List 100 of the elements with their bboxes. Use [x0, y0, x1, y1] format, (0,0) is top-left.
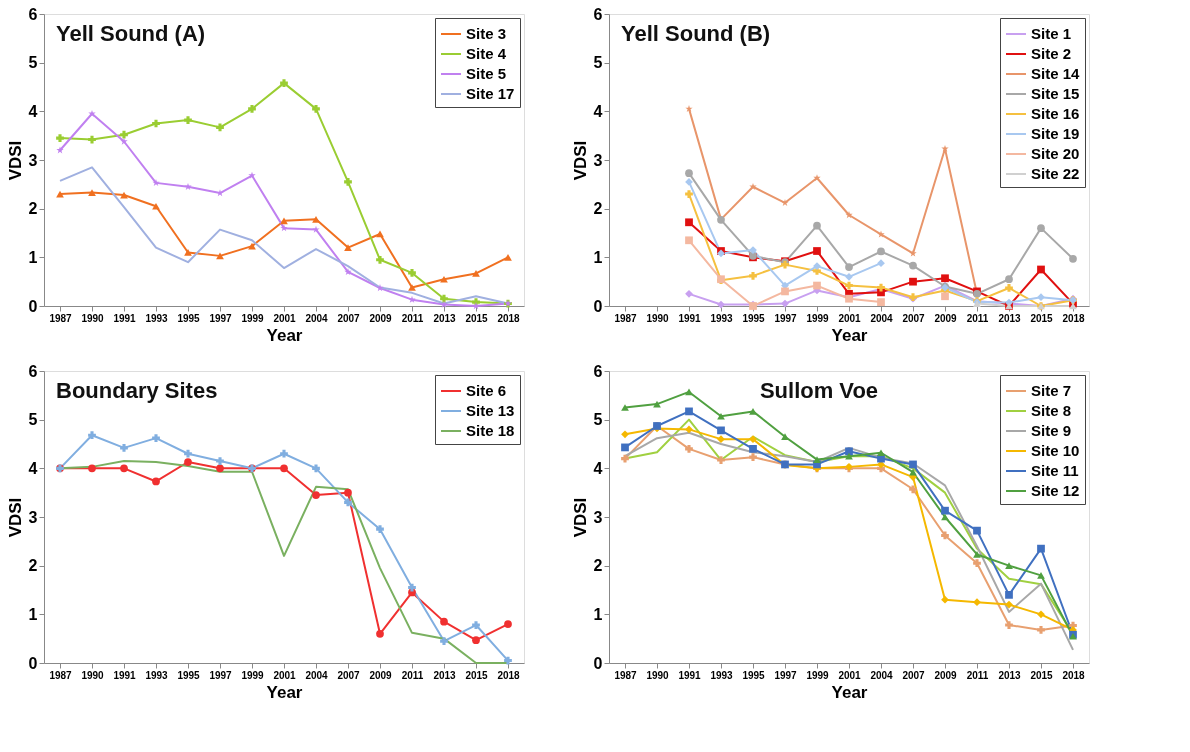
x-tick-label: 1995 [742, 669, 766, 681]
chart-title: Boundary Sites [56, 378, 218, 403]
x-tick-label: 2011 [966, 669, 989, 681]
x-tick-label: 1999 [806, 669, 830, 681]
x-tick-label: 1987 [49, 312, 73, 324]
y-tick-label: 5 [28, 54, 38, 72]
y-axis-title: VDSI [570, 497, 590, 538]
chart-title: Sullom Voe [759, 378, 879, 403]
x-tick-label: 2004 [305, 669, 329, 681]
chart-title: Yell Sound (A) [56, 21, 206, 46]
x-tick-label: 2001 [838, 669, 862, 681]
x-tick-label: 1997 [209, 312, 233, 324]
x-tick-label: 1997 [209, 669, 233, 681]
y-tick-label: 2 [28, 200, 38, 218]
legend-label: Site 8 [1031, 402, 1072, 419]
legend-label: Site 14 [1031, 65, 1081, 82]
x-tick-label: 1999 [241, 669, 265, 681]
x-axis-title: Year [266, 325, 303, 345]
x-tick-label: 2015 [1030, 312, 1054, 324]
y-tick-label: 0 [28, 654, 38, 672]
x-tick-label: 2018 [497, 669, 521, 681]
x-tick-label: 1993 [710, 312, 734, 324]
x-tick-label: 1990 [81, 312, 105, 324]
x-tick-label: 2004 [305, 312, 329, 324]
y-tick-label: 1 [28, 248, 38, 266]
x-tick-label: 2011 [401, 312, 424, 324]
x-tick-label: 1995 [177, 669, 201, 681]
y-tick-label: 3 [593, 151, 603, 169]
x-tick-label: 1991 [678, 669, 702, 681]
legend-label: Site 16 [1031, 105, 1080, 122]
x-tick-label: 2011 [401, 669, 424, 681]
legend-label: Site 12 [1031, 482, 1080, 499]
legend-label: Site 13 [466, 402, 515, 419]
x-tick-label: 1993 [710, 669, 734, 681]
y-tick-label: 2 [593, 557, 603, 575]
y-tick-label: 2 [593, 200, 603, 218]
legend-label: Site 5 [466, 65, 507, 82]
legend-label: Site 15 [1031, 85, 1080, 102]
x-tick-label: 2001 [273, 669, 297, 681]
y-tick-label: 0 [593, 654, 603, 672]
y-tick-label: 1 [593, 248, 603, 266]
x-tick-label: 2009 [934, 669, 958, 681]
legend-label: Site 9 [1031, 422, 1072, 439]
y-tick-label: 0 [28, 297, 38, 315]
x-tick-label: 2018 [497, 312, 521, 324]
x-tick-label: 1991 [113, 669, 137, 681]
y-axis-title: VDSI [5, 497, 25, 538]
legend-label: Site 4 [466, 45, 507, 62]
y-tick-label: 5 [593, 54, 603, 72]
x-tick-label: 1993 [145, 669, 169, 681]
y-tick-label: 2 [28, 557, 38, 575]
legend-label: Site 18 [466, 422, 515, 439]
x-tick-label: 1990 [646, 312, 670, 324]
x-tick-label: 1993 [145, 312, 169, 324]
y-tick-label: 4 [28, 102, 38, 120]
x-tick-label: 1999 [241, 312, 265, 324]
x-tick-label: 1995 [742, 312, 766, 324]
x-tick-label: 2009 [369, 312, 393, 324]
y-tick-label: 6 [28, 362, 38, 380]
x-tick-label: 2013 [998, 669, 1022, 681]
y-tick-label: 6 [593, 362, 603, 380]
x-tick-label: 1997 [774, 669, 798, 681]
x-tick-label: 2004 [870, 312, 894, 324]
x-axis-title: Year [831, 325, 868, 345]
x-tick-label: 1991 [113, 312, 137, 324]
x-tick-label: 2011 [966, 312, 989, 324]
y-tick-label: 3 [28, 508, 38, 526]
y-tick-label: 5 [593, 411, 603, 429]
x-tick-label: 2015 [465, 312, 489, 324]
x-tick-label: 1987 [614, 312, 638, 324]
x-tick-label: 2007 [337, 312, 361, 324]
legend-label: Site 10 [1031, 442, 1080, 459]
x-axis-title: Year [831, 682, 868, 702]
x-tick-label: 2013 [433, 669, 457, 681]
x-tick-label: 2001 [838, 312, 862, 324]
legend-label: Site 11 [1031, 462, 1079, 479]
legend-label: Site 20 [1031, 145, 1080, 162]
x-tick-label: 1990 [81, 669, 105, 681]
legend-label: Site 3 [466, 25, 507, 42]
x-tick-label: 2015 [465, 669, 489, 681]
y-tick-label: 1 [28, 605, 38, 623]
x-axis-title: Year [266, 682, 303, 702]
x-tick-label: 2018 [1062, 669, 1086, 681]
y-tick-label: 3 [28, 151, 38, 169]
x-tick-label: 2009 [934, 312, 958, 324]
x-tick-label: 1987 [614, 669, 638, 681]
x-tick-label: 1999 [806, 312, 830, 324]
legend-label: Site 17 [466, 85, 515, 102]
legend-label: Site 22 [1031, 165, 1080, 182]
x-tick-label: 2007 [902, 312, 926, 324]
x-tick-label: 2004 [870, 669, 894, 681]
x-tick-label: 2001 [273, 312, 297, 324]
y-axis-title: VDSI [570, 140, 590, 181]
x-tick-label: 2013 [998, 312, 1022, 324]
y-axis-title: VDSI [5, 140, 25, 181]
y-tick-label: 3 [593, 508, 603, 526]
x-tick-label: 1990 [646, 669, 670, 681]
y-tick-label: 4 [28, 459, 38, 477]
x-tick-label: 2007 [337, 669, 361, 681]
x-tick-label: 2007 [902, 669, 926, 681]
